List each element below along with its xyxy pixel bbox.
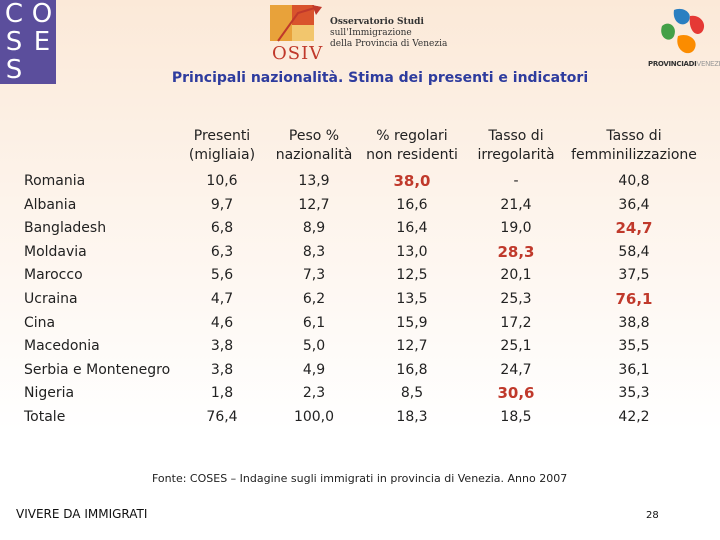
table-cell-peso: 7,3 — [302, 267, 326, 284]
coses-logo: C O S E S — [0, 0, 56, 84]
page-number: 28 — [646, 510, 659, 521]
row-label: Bangladesh — [24, 220, 107, 237]
table-cell-peso: 8,3 — [302, 243, 326, 260]
column-header-regolari: non residenti — [366, 147, 458, 163]
column-header-presenti: (migliaia) — [188, 147, 256, 163]
table-cell-presenti: 6,8 — [210, 220, 234, 237]
table-cell-femminilizzazione: 24,7 — [615, 219, 653, 238]
column-header-femminilizzazione: Tasso di — [606, 128, 662, 144]
table-cell-irregolarita: - — [513, 173, 519, 189]
table-cell-regolari: 16,8 — [396, 361, 428, 378]
table-cell-regolari: 13,0 — [396, 243, 428, 260]
row-label: Macedonia — [24, 338, 100, 355]
row-label: Nigeria — [24, 385, 75, 402]
table-cell-peso: 8,9 — [302, 220, 326, 237]
table-cell-irregolarita: 25,3 — [500, 291, 532, 307]
source-footnote: Fonte: COSES – Indagine sugli immigrati … — [152, 472, 568, 485]
table-cell-peso: 4,9 — [302, 361, 326, 378]
row-label: Ucraina — [24, 291, 78, 307]
table-cell-peso: 2,3 — [302, 385, 326, 402]
table-cell-presenti: 3,8 — [210, 361, 234, 378]
table-cell-femminilizzazione: 35,5 — [618, 338, 650, 355]
table-cell-irregolarita: 17,2 — [500, 314, 532, 331]
table-cell-regolari: 16,6 — [396, 196, 428, 213]
provincia-wordmark: PROVINCIADIVENEZIA — [648, 60, 720, 68]
coses-letter: S — [5, 27, 23, 57]
osiv-line: Osservatorio Studi — [330, 17, 424, 27]
table-cell-regolari: 13,5 — [396, 291, 428, 307]
table-cell-regolari: 12,7 — [396, 338, 428, 355]
table-cell-peso: 6,2 — [302, 291, 326, 307]
provincia-bold: PROVINCIADI — [648, 60, 697, 68]
coses-letter: C — [4, 0, 24, 29]
osiv-line: della Provincia di Venezia — [330, 39, 448, 49]
table-cell-regolari: 16,4 — [396, 220, 428, 237]
row-label: Romania — [24, 173, 86, 189]
coses-letter: S — [5, 55, 23, 85]
osiv-line: sull'Immigrazione — [330, 28, 412, 38]
osiv-mark-icon — [270, 5, 322, 42]
column-header-presenti: Presenti — [193, 128, 251, 144]
table-cell-irregolarita: 21,4 — [500, 196, 532, 213]
table-cell-presenti: 6,3 — [210, 243, 234, 260]
table-cell-femminilizzazione: 76,1 — [615, 290, 653, 308]
table-cell-peso: 6,1 — [302, 314, 326, 331]
table-cell-femminilizzazione: 35,3 — [618, 385, 650, 402]
table-cell-regolari: 18,3 — [396, 409, 428, 425]
coses-letter: E — [33, 27, 51, 57]
column-header-regolari: % regolari — [376, 128, 448, 144]
provincia-logo: PROVINCIADIVENEZIA — [648, 6, 720, 70]
table-cell-peso: 12,7 — [298, 196, 330, 213]
provincia-light: VENEZIA — [696, 60, 720, 68]
table-cell-presenti: 4,7 — [210, 291, 234, 307]
table-cell-regolari: 12,5 — [396, 267, 428, 284]
table-cell-femminilizzazione: 40,8 — [618, 173, 650, 189]
provincia-mark-icon — [661, 8, 705, 54]
table-cell-presenti: 1,8 — [210, 385, 234, 402]
table-cell-irregolarita: 20,1 — [500, 267, 532, 284]
osiv-tagline: Osservatorio Studi sull'Immigrazione del… — [330, 17, 447, 50]
row-label: Totale — [24, 409, 66, 425]
column-header-peso: nazionalità — [275, 147, 353, 163]
table-cell-irregolarita: 25,1 — [500, 338, 532, 355]
footer-title: VIVERE DA IMMIGRATI — [16, 507, 148, 521]
row-label: Moldavia — [24, 243, 87, 260]
table-cell-presenti: 3,8 — [210, 338, 234, 355]
table-cell-peso: 5,0 — [302, 338, 326, 355]
table-cell-femminilizzazione: 58,4 — [618, 243, 650, 260]
table-cell-peso: 100,0 — [293, 409, 335, 425]
osiv-word: OSIV — [272, 43, 324, 64]
table-cell-irregolarita: 24,7 — [500, 361, 532, 378]
table-cell-femminilizzazione: 42,2 — [618, 409, 650, 425]
table-cell-irregolarita: 30,6 — [497, 384, 535, 403]
table-cell-presenti: 10,6 — [206, 173, 238, 189]
table-cell-irregolarita: 18,5 — [500, 409, 532, 425]
row-label: Serbia e Montenegro — [24, 361, 171, 378]
table-cell-presenti: 4,6 — [210, 314, 234, 331]
column-header-peso: Peso % — [288, 128, 340, 144]
table-cell-irregolarita: 19,0 — [500, 220, 532, 237]
table-cell-regolari: 38,0 — [393, 172, 431, 190]
column-header-irregolarita: Tasso di — [488, 128, 544, 144]
table-cell-presenti: 76,4 — [206, 409, 238, 425]
table-cell-femminilizzazione: 37,5 — [618, 267, 650, 284]
column-header-irregolarita: irregolarità — [477, 147, 555, 163]
table-cell-regolari: 8,5 — [400, 385, 424, 402]
row-label: Marocco — [24, 267, 83, 284]
row-label: Cina — [24, 314, 56, 331]
page-title: Principali nazionalità. Stima dei presen… — [171, 70, 589, 86]
table-cell-regolari: 15,9 — [396, 314, 428, 331]
coses-letter: O — [31, 0, 53, 29]
row-label: Albania — [24, 196, 77, 213]
table-cell-irregolarita: 28,3 — [497, 242, 535, 261]
table-cell-femminilizzazione: 38,8 — [618, 314, 650, 331]
column-header-femminilizzazione: femminilizzazione — [571, 147, 697, 163]
table-cell-femminilizzazione: 36,1 — [618, 361, 650, 378]
osiv-logo: OSIV Osservatorio Studi sull'Immigrazion… — [268, 3, 448, 67]
table-cell-presenti: 9,7 — [210, 196, 234, 213]
table-cell-peso: 13,9 — [298, 173, 330, 189]
table-cell-femminilizzazione: 36,4 — [618, 196, 650, 213]
table-cell-presenti: 5,6 — [210, 267, 234, 284]
